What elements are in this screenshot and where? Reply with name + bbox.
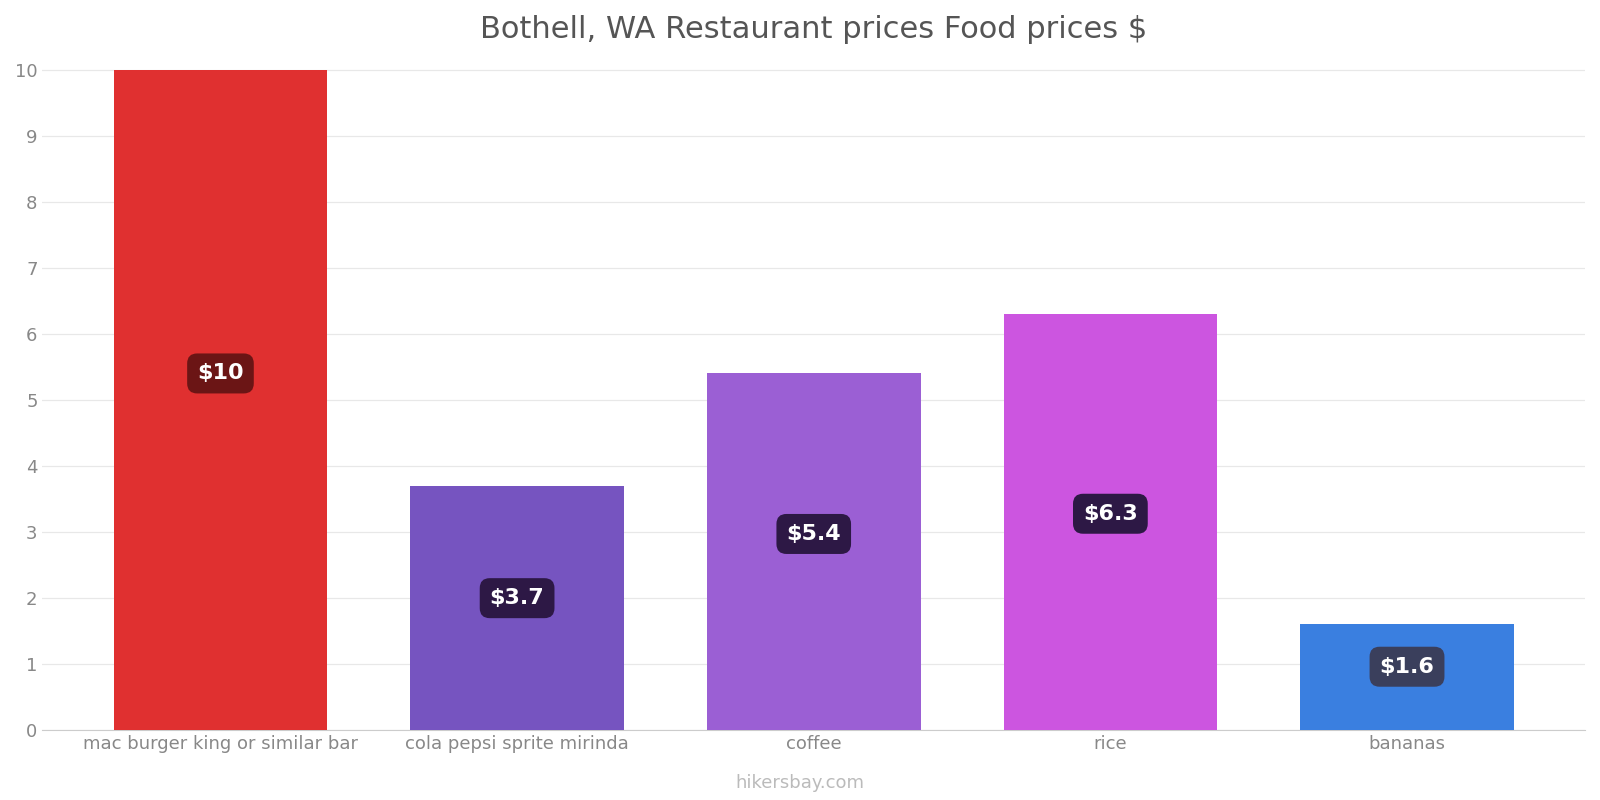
- Bar: [1003, 314, 1218, 730]
- Text: $6.3: $6.3: [1083, 504, 1138, 524]
- Text: hikersbay.com: hikersbay.com: [736, 774, 864, 792]
- Text: $1.6: $1.6: [1379, 657, 1435, 677]
- Bar: [114, 70, 328, 730]
- Text: $5.4: $5.4: [787, 524, 842, 544]
- Bar: [410, 486, 624, 730]
- Bar: [707, 374, 920, 730]
- Bar: [1301, 625, 1514, 730]
- Text: $10: $10: [197, 363, 243, 383]
- Text: $3.7: $3.7: [490, 588, 544, 608]
- Title: Bothell, WA Restaurant prices Food prices $: Bothell, WA Restaurant prices Food price…: [480, 15, 1147, 44]
